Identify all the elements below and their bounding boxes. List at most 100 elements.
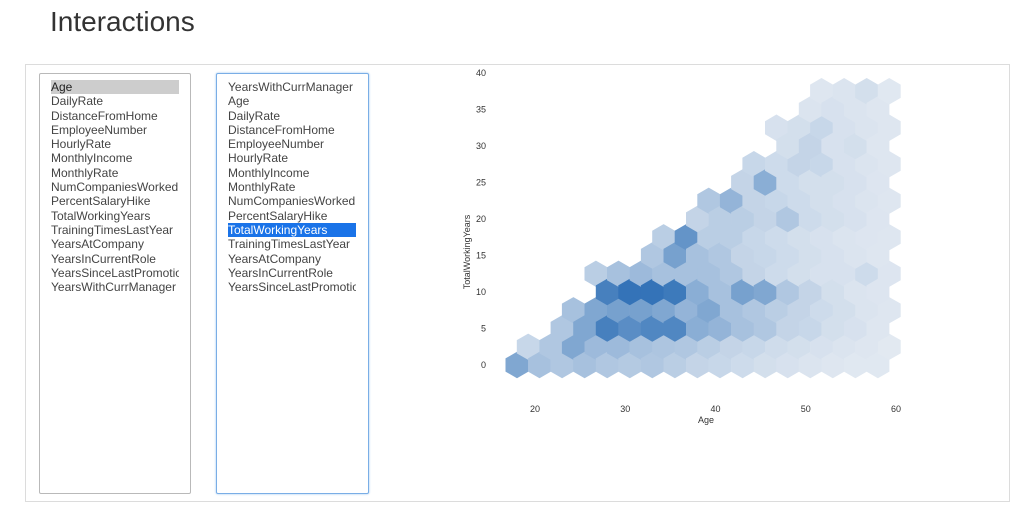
- hexbin-cell: [731, 169, 754, 196]
- hexbin-cell: [640, 278, 664, 306]
- hexbin-cell: [855, 333, 879, 360]
- x-variable-select[interactable]: Age DailyRate DistanceFromHome EmployeeNumb…: [39, 73, 191, 494]
- y-variable-option[interactable]: MonthlyIncome: [228, 165, 310, 180]
- y-variable-option[interactable]: Age: [228, 94, 250, 109]
- hexbin-cell: [832, 187, 856, 214]
- hexbin-cell: [731, 351, 754, 379]
- x-variable-option[interactable]: DistanceFromHome: [51, 108, 158, 123]
- hexbin-cell: [674, 260, 698, 287]
- y-variable-option[interactable]: TrainingTimesLastYear: [228, 237, 351, 252]
- hexbin-cell: [844, 96, 867, 123]
- x-variable-option[interactable]: MonthlyIncome: [51, 151, 133, 166]
- hexbin-cell: [866, 205, 890, 233]
- hexbin-cell: [618, 315, 642, 342]
- hexbin-cell: [550, 315, 574, 342]
- y-variable-option[interactable]: YearsSinceLastPromotion: [228, 280, 356, 295]
- hexbin-cell: [877, 187, 901, 214]
- x-variable-option[interactable]: YearsSinceLastPromotion: [51, 265, 179, 280]
- hexbin-cell: [877, 260, 901, 287]
- hexbin-cell: [877, 114, 901, 141]
- hexbin-cell: [742, 297, 766, 324]
- hexbin-cell: [753, 205, 777, 233]
- x-axis-label: Age: [698, 415, 714, 425]
- x-variable-option[interactable]: EmployeeNumber: [51, 122, 148, 137]
- x-variable-option[interactable]: Age: [51, 80, 179, 95]
- hexbin-cell: [516, 333, 540, 360]
- y-variable-option[interactable]: DailyRate: [228, 108, 281, 123]
- x-variable-option[interactable]: YearsInCurrentRole: [51, 251, 156, 266]
- hexbin-cell: [855, 224, 879, 251]
- hexbin-cell: [877, 333, 901, 360]
- x-variable-option[interactable]: PercentSalaryHike: [51, 194, 151, 209]
- hexbin-cell: [765, 260, 788, 287]
- hexbin-cell: [731, 205, 754, 233]
- hexbin-cell: [697, 333, 721, 360]
- x-variable-option[interactable]: NumCompaniesWorked: [51, 180, 179, 195]
- hexbin-cell: [686, 351, 709, 379]
- hexbin-cell: [877, 297, 901, 324]
- hexbin-cell: [866, 96, 890, 123]
- x-variable-option[interactable]: MonthlyRate: [51, 165, 119, 180]
- hexbin-cell: [561, 333, 585, 360]
- hexbin-cell: [753, 315, 777, 342]
- y-variable-option[interactable]: YearsWithCurrManager: [228, 80, 353, 94]
- hexbin-cell: [776, 242, 800, 269]
- hexbin-cell: [855, 260, 879, 287]
- y-variable-option[interactable]: NumCompaniesWorked: [228, 194, 356, 209]
- hexbin-cell: [640, 242, 664, 269]
- y-variable-option[interactable]: YearsAtCompany: [228, 251, 321, 266]
- hexbin-cell: [697, 297, 721, 324]
- y-variable-option[interactable]: MonthlyRate: [228, 180, 296, 195]
- hexbin-cell: [855, 78, 879, 105]
- hexbin-cell: [595, 351, 619, 379]
- hexbin-cell: [877, 78, 901, 105]
- hexbin-cell: [640, 315, 664, 342]
- hexbin-cell: [674, 333, 698, 360]
- hexbin-cells: [505, 78, 901, 379]
- x-variable-option[interactable]: DailyRate: [51, 94, 104, 109]
- hexbin-cell: [855, 297, 879, 324]
- x-variable-option[interactable]: HourlyRate: [51, 137, 112, 152]
- hexbin-cell: [719, 260, 743, 287]
- y-variable-option[interactable]: PercentSalaryHike: [228, 208, 328, 223]
- hexbin-cell: [787, 260, 811, 287]
- hexbin-cell: [742, 224, 766, 251]
- hexbin-cell: [821, 242, 845, 269]
- x-variable-option[interactable]: YearsWithCurrManager: [51, 280, 176, 295]
- hexbin-cell: [573, 315, 597, 342]
- hexbin-cell: [640, 351, 664, 379]
- x-variable-option[interactable]: YearsAtCompany: [51, 237, 144, 252]
- y-variable-select[interactable]: YearsWithCurrManager Age DailyRate Distance…: [216, 73, 369, 494]
- hexbin-cell: [629, 333, 653, 360]
- hexbin-cell: [810, 224, 833, 251]
- hexbin-cell: [821, 351, 845, 379]
- y-variable-option[interactable]: EmployeeNumber: [228, 137, 325, 152]
- hexbin-cell: [686, 205, 709, 233]
- hexbin-cell: [550, 351, 574, 379]
- hexbin-cell: [584, 260, 608, 287]
- hexbin-cell: [618, 351, 642, 379]
- hexbin-cell: [652, 333, 675, 360]
- y-variable-option[interactable]: HourlyRate: [228, 151, 289, 166]
- hexbin-cell: [674, 224, 698, 251]
- y-variable-option[interactable]: TotalWorkingYears: [228, 222, 356, 238]
- x-variable-option[interactable]: TotalWorkingYears: [51, 208, 151, 223]
- hexbin-cell: [798, 205, 822, 233]
- x-tick-label: 40: [710, 404, 720, 414]
- hexbin-cell: [855, 151, 879, 178]
- y-tick-label: 0: [481, 360, 486, 370]
- x-variable-option[interactable]: TrainingTimesLastYear: [51, 222, 174, 237]
- hexbin-cell: [753, 169, 777, 196]
- hexbin-cell: [832, 151, 856, 178]
- hexbin-cell: [629, 260, 653, 287]
- hexbin-cell: [731, 278, 754, 306]
- x-tick-label: 20: [530, 404, 540, 414]
- hexbin-cell: [855, 187, 879, 214]
- hexbin-cell: [866, 278, 890, 306]
- hexbin-cell: [765, 297, 788, 324]
- y-variable-option[interactable]: DistanceFromHome: [228, 122, 335, 137]
- hexbin-cell: [844, 351, 867, 379]
- y-variable-option[interactable]: YearsInCurrentRole: [228, 265, 333, 280]
- hexbin-cell: [719, 187, 743, 214]
- hexbin-cell: [731, 242, 754, 269]
